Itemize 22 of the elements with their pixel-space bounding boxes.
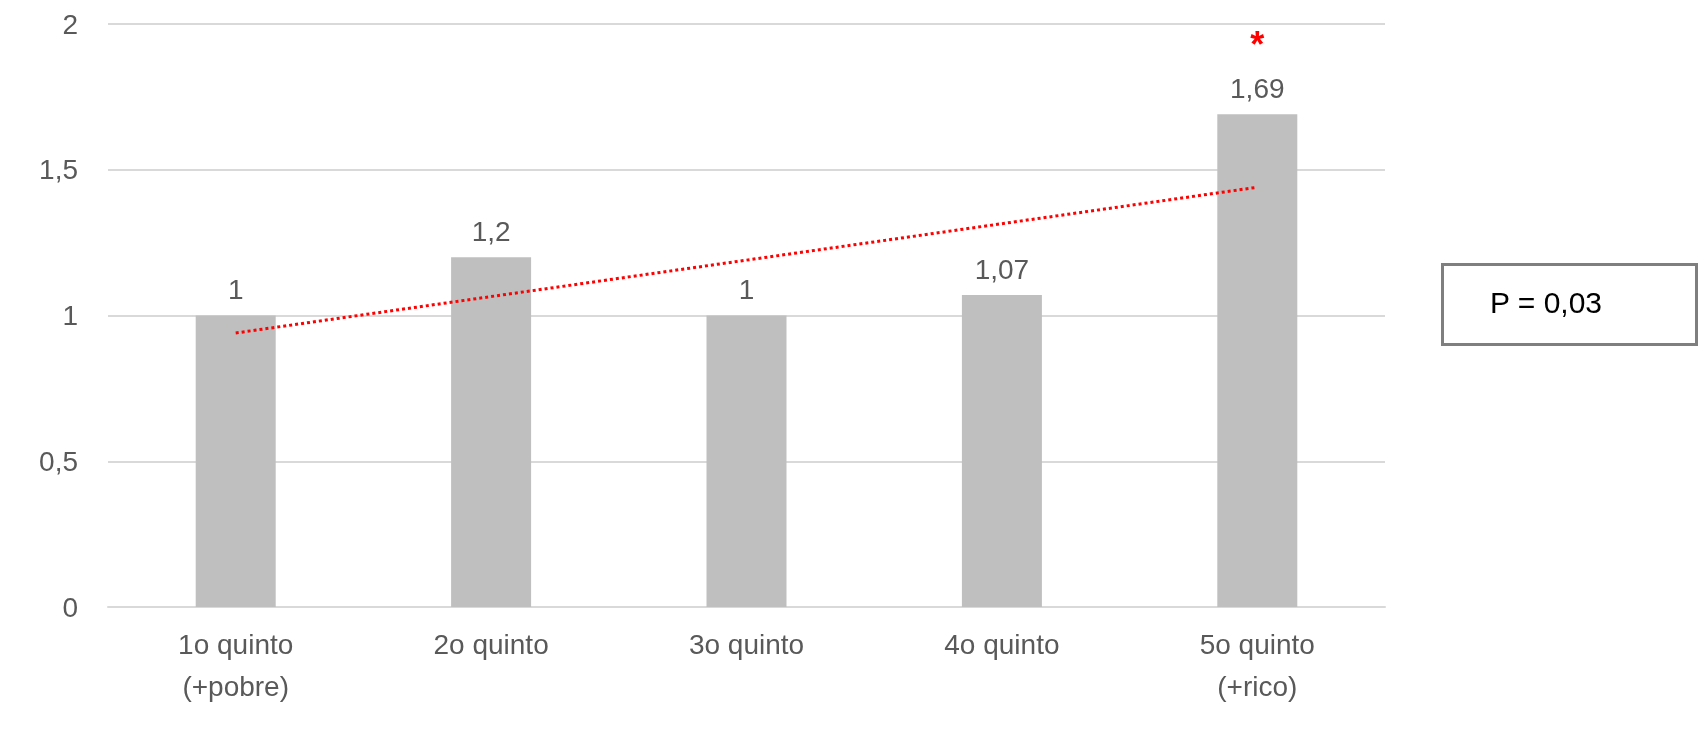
x-tick-label: 2o quinto [433,628,549,660]
data-label: 1 [738,274,755,305]
x-tick-label: 5o quinto (+rico) [1199,628,1315,702]
annotation: * [1250,23,1265,65]
bar [706,315,787,607]
bar [1217,114,1298,607]
bar [195,315,276,607]
y-tick-label: 1 [62,300,78,331]
y-tick-label: 0,5 [39,445,78,477]
data-label: 1,69 [1230,72,1285,104]
data-label: 1,07 [974,253,1030,285]
data-label: 1 [227,274,244,305]
data-label: 1,2 [471,215,511,247]
y-tick-label: 0 [62,591,78,623]
bar [961,295,1042,607]
x-tick-label: 4o quinto [944,628,1060,660]
x-tick-label: 3o quinto [688,628,805,660]
text: P = 0,03 [1490,285,1603,319]
y-tick-label: 1,5 [39,154,78,186]
x-tick-label: 1o quinto (+pobre) [178,628,294,702]
bar [451,257,532,607]
y-tick-label: 2 [62,8,78,40]
